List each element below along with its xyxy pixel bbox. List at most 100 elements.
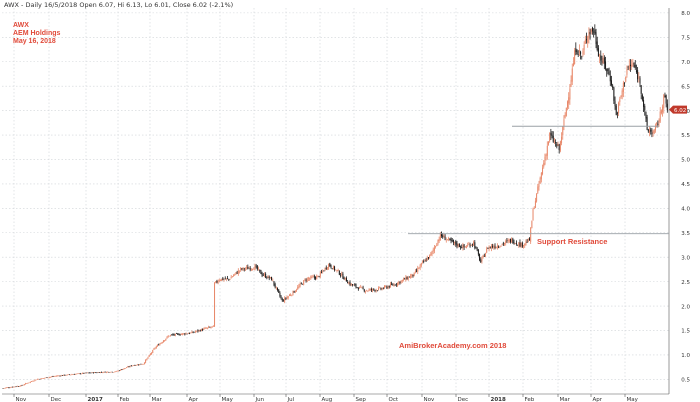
candle-body <box>111 371 113 373</box>
candle-body <box>342 273 344 279</box>
candle-body <box>584 39 586 44</box>
candle-body <box>647 129 649 132</box>
candle-body <box>397 282 399 286</box>
candle-body <box>429 254 431 258</box>
candle-body <box>41 378 43 379</box>
candle-body <box>242 267 244 270</box>
candle-body <box>315 277 317 279</box>
candle-body <box>476 248 478 251</box>
candle-body <box>74 374 76 375</box>
candle-body <box>80 373 82 375</box>
candle-body <box>72 374 74 375</box>
candle-body <box>521 243 523 247</box>
candle-body <box>341 273 343 275</box>
candle-body <box>9 387 11 389</box>
candle-body <box>659 111 661 122</box>
candle-body <box>90 372 92 374</box>
candle-body <box>410 275 412 278</box>
candle-body <box>471 244 473 245</box>
candle-body <box>547 141 549 145</box>
candle-body <box>634 64 636 68</box>
y-tick-label: 4.0 <box>681 207 690 213</box>
candle-body <box>286 297 288 300</box>
candle-body <box>17 386 19 387</box>
candle-body <box>602 57 604 63</box>
candle-body <box>600 55 602 61</box>
candle-body <box>268 276 270 279</box>
y-tick-label: 4.5 <box>681 182 690 188</box>
candle-body <box>644 105 646 111</box>
candle-body <box>310 276 312 279</box>
candle-body <box>33 380 35 382</box>
candle-body <box>335 269 337 271</box>
candle-body <box>263 274 265 276</box>
candle-body <box>300 283 302 284</box>
candle-body <box>153 348 155 350</box>
candle-body <box>351 284 353 286</box>
candle-body <box>606 68 608 72</box>
candle-body <box>525 241 527 245</box>
candle-body <box>361 287 363 289</box>
candle-body <box>533 208 535 209</box>
candle-body <box>436 244 438 247</box>
last-price-tag <box>669 105 687 114</box>
candle-body <box>411 273 413 277</box>
candle-body <box>439 233 441 241</box>
candle-body <box>95 372 97 374</box>
candle-body <box>99 372 101 374</box>
candle-body <box>500 245 502 247</box>
candle-body <box>103 371 105 373</box>
candle-body <box>173 334 175 336</box>
legend-name: AEM Holdings <box>13 30 61 37</box>
candle-body <box>578 49 580 53</box>
x-tick-label: Feb <box>120 397 130 402</box>
candle-body <box>467 245 469 246</box>
candle-body <box>325 267 327 269</box>
candle-body <box>48 377 50 378</box>
candle-body <box>532 208 534 221</box>
candle-body <box>637 70 639 80</box>
y-tick-label: 7.5 <box>681 36 690 42</box>
candle-body <box>512 238 514 244</box>
candle-body <box>364 291 366 292</box>
candle-body <box>165 338 167 341</box>
candle-body <box>89 372 91 374</box>
candle-body <box>649 130 651 133</box>
candle-body <box>221 278 223 281</box>
candle-body <box>443 235 445 238</box>
candle-body <box>84 372 86 374</box>
candle-body <box>553 141 555 143</box>
candle-body <box>450 238 452 241</box>
candle-body <box>254 265 256 270</box>
candle-body <box>505 241 507 244</box>
candle-body <box>343 277 345 280</box>
candle-body <box>412 274 414 276</box>
candle-body <box>180 334 182 335</box>
candle-body <box>544 156 546 165</box>
candle-body <box>298 285 300 288</box>
candle-body <box>506 240 508 241</box>
candle-body <box>567 101 569 108</box>
candle-body <box>468 244 470 245</box>
candle-body <box>528 238 530 241</box>
candle-body <box>116 371 118 372</box>
candle-body <box>219 280 221 281</box>
candle-body <box>418 268 420 269</box>
candle-body <box>432 249 434 252</box>
candle-body <box>183 333 185 334</box>
candle-body <box>209 327 211 328</box>
candle-body <box>279 292 281 297</box>
candle-body <box>461 247 463 249</box>
candle-body <box>137 364 139 366</box>
candle-body <box>129 365 131 367</box>
candle-body <box>487 248 489 249</box>
candle-body <box>362 287 364 289</box>
candle-body <box>572 63 574 67</box>
candle-body <box>330 265 332 268</box>
candle-body <box>425 260 427 262</box>
candle-body <box>645 112 647 119</box>
candle-body <box>65 375 67 376</box>
y-tick-label: 2.5 <box>681 280 690 286</box>
candle-body <box>375 289 377 291</box>
candle-body <box>658 120 660 124</box>
